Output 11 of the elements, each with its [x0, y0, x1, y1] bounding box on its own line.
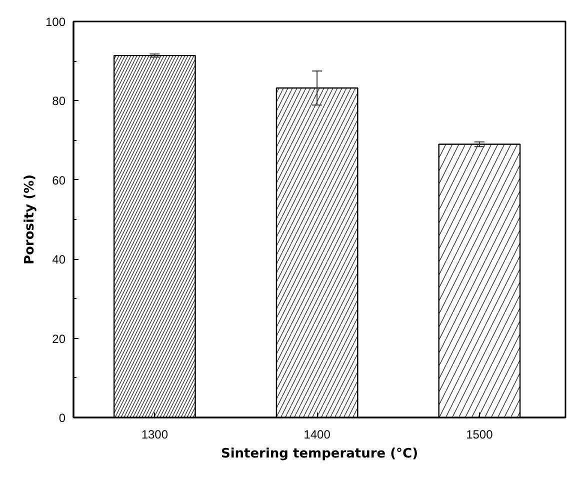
y-tick-label: 80 — [52, 94, 66, 108]
x-tick-label: 1300 — [141, 428, 168, 442]
x-tick-label: 1400 — [304, 428, 331, 442]
y-tick-label: 60 — [52, 173, 66, 188]
y-tick-label: 20 — [52, 332, 66, 346]
y-tick-label: 40 — [52, 252, 66, 267]
x-axis-title: Sintering temperature (°C) — [220, 446, 418, 462]
y-tick-label: 100 — [45, 15, 66, 29]
x-tick-label: 1500 — [466, 428, 494, 442]
y-tick-label: 0 — [58, 411, 66, 425]
y-axis-title: Porosity (%) — [22, 174, 38, 265]
